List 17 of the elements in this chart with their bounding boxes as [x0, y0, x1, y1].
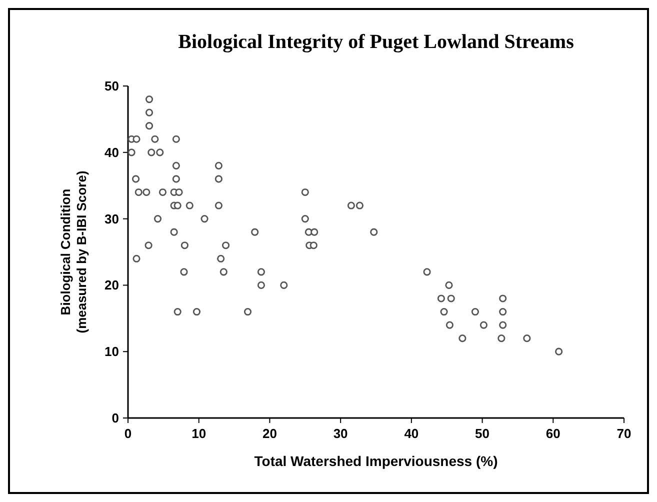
y-axis-title: Biological Condition (measured by B-IBI Score)	[58, 170, 89, 334]
y-tick-label: 0	[112, 410, 119, 426]
x-tick-label: 20	[262, 426, 277, 441]
y-tick-label: 50	[104, 78, 119, 94]
chart-title: Biological Integrity of Puget Lowland Streams	[178, 31, 574, 53]
y-tick-label: 40	[104, 144, 119, 160]
x-tick-label: 70	[616, 426, 632, 441]
y-tick-label: 20	[104, 278, 119, 293]
y-tick-label: 10	[104, 344, 119, 360]
x-tick-label: 10	[192, 426, 206, 441]
y-tick-label: 30	[104, 211, 119, 226]
x-tick-label: 50	[475, 426, 490, 441]
x-tick-label: 40	[404, 426, 419, 441]
x-tick-label: 60	[546, 426, 560, 441]
x-axis-title: Total Watershed Imperviousness (%)	[254, 453, 498, 469]
x-tick-label: 30	[333, 426, 348, 441]
x-tick-label: 0	[124, 426, 132, 441]
